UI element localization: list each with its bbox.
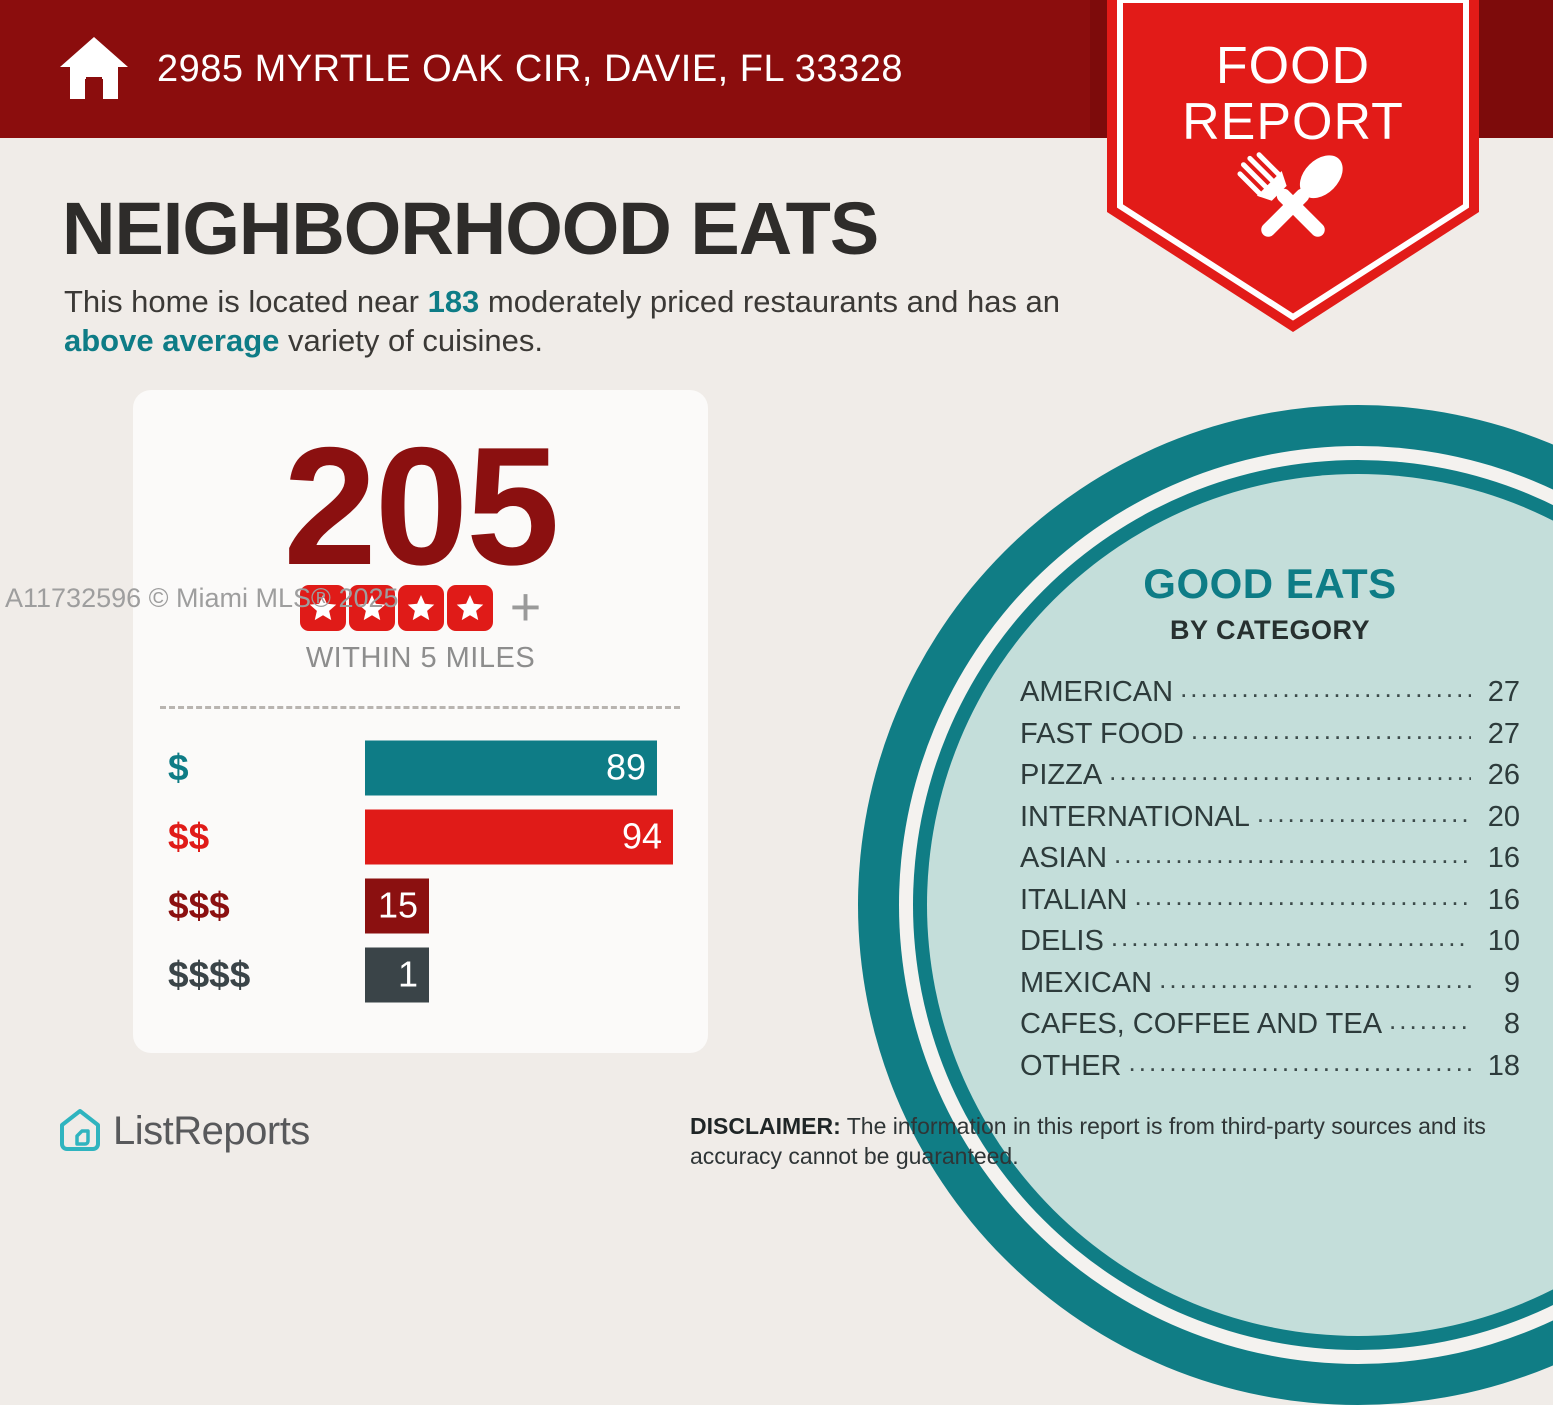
good-eats-item-name: AMERICAN (1020, 676, 1174, 708)
dot-leader: ........................................… (1159, 963, 1471, 994)
plus-icon: + (509, 577, 542, 638)
home-icon (60, 37, 128, 99)
subtitle-restaurant-count: 183 (427, 284, 480, 319)
listreports-logo: ListReports (58, 1108, 310, 1154)
food-report-badge: FOOD REPORT (1107, 0, 1479, 332)
dot-leader: ........................................… (1114, 839, 1471, 869)
dot-leader: ........................................… (1389, 1005, 1471, 1035)
badge-line-report: REPORT (1182, 93, 1404, 151)
dot-leader: ........................................… (1180, 673, 1471, 703)
restaurant-stats-card: 205 + WITHIN 5 MILES $ 89 $$ 94 (133, 390, 708, 1053)
good-eats-subtitle: BY CATEGORY (1169, 615, 1371, 645)
bar-row: $ 89 (133, 733, 708, 802)
good-eats-item-count: 20 (1487, 800, 1520, 833)
good-eats-list: AMERICAN................................… (1020, 673, 1520, 1092)
good-eats-item-name: MEXICAN (1020, 966, 1153, 999)
bar-track: 94 (365, 809, 673, 864)
good-eats-item-name: INTERNATIONAL (1020, 800, 1250, 833)
good-eats-item-count: 26 (1487, 759, 1520, 791)
good-eats-item: FAST FOOD...............................… (1020, 714, 1520, 760)
good-eats-item-name: ASIAN (1020, 842, 1108, 874)
bar-row: $$ 94 (133, 802, 708, 871)
bar-fill: 15 (365, 878, 429, 933)
page-subtitle: This home is located near 183 moderately… (64, 283, 1094, 361)
good-eats-item-name: PIZZA (1020, 759, 1103, 791)
property-address: 2985 MYRTLE OAK CIR, DAVIE, FL 33328 (157, 48, 903, 90)
disclaimer: DISCLAIMER: The information in this repo… (690, 1112, 1490, 1172)
badge-line-food: FOOD (1215, 37, 1371, 95)
subtitle-part2: moderately priced restaurants and has an (479, 284, 1061, 319)
listreports-name: ListReports (113, 1108, 310, 1153)
good-eats-item: MEXICAN.................................… (1020, 963, 1520, 1009)
dot-leader: ........................................… (1190, 714, 1471, 745)
good-eats-item-count: 18 (1487, 1049, 1520, 1082)
bar-label: $$$ (168, 884, 230, 926)
radius-label: WITHIN 5 MILES (305, 642, 536, 674)
bar-label: $$ (168, 815, 210, 857)
price-range-bar-chart: $ 89 $$ 94 $$$ 15 $$$$ 1 (133, 733, 708, 1009)
good-eats-item-count: 27 (1487, 717, 1520, 750)
mls-watermark: A11732596 © Miami MLS® 2025 (5, 583, 399, 613)
subtitle-variety-rating: above average (64, 322, 280, 358)
subtitle-part1: This home is located near (64, 284, 428, 319)
good-eats-item-name: DELIS (1020, 925, 1104, 957)
bar-track: 1 (365, 947, 429, 1002)
restaurant-count-total: 205 (283, 412, 559, 600)
good-eats-item: ASIAN...................................… (1020, 839, 1520, 884)
star-rating: + (133, 577, 708, 638)
dot-leader: ........................................… (1128, 1046, 1472, 1077)
good-eats-item-count: 8 (1503, 1008, 1520, 1040)
page-title: NEIGHBORHOOD EATS (62, 187, 879, 270)
bar-track: 89 (365, 740, 657, 795)
good-eats-item: OTHER...................................… (1020, 1046, 1520, 1092)
good-eats-item: AMERICAN................................… (1020, 673, 1520, 718)
dot-leader: ........................................… (1109, 756, 1471, 786)
good-eats-item-name: CAFES, COFFEE AND TEA (1020, 1008, 1383, 1040)
good-eats-item: INTERNATIONAL...........................… (1020, 797, 1520, 843)
bar-label: $ (168, 746, 189, 788)
dot-leader: ........................................… (1256, 797, 1471, 828)
good-eats-item: CAFES, COFFEE AND TEA...................… (1020, 1005, 1520, 1050)
good-eats-item-count: 16 (1487, 883, 1520, 916)
bar-fill: 1 (365, 947, 429, 1002)
good-eats-item-name: OTHER (1020, 1049, 1122, 1082)
dot-leader: ........................................… (1134, 880, 1471, 911)
bar-row: $$$$ 1 (133, 940, 708, 1009)
bar-track: 15 (365, 878, 429, 933)
star-icon (348, 585, 395, 631)
bar-fill: 94 (365, 809, 673, 864)
good-eats-item: PIZZA...................................… (1020, 756, 1520, 801)
star-icon (446, 585, 493, 631)
subtitle-part3: variety of cuisines. (279, 322, 544, 358)
good-eats-item: DELIS...................................… (1020, 922, 1520, 967)
disclaimer-label: DISCLAIMER: (690, 1113, 841, 1139)
bar-row: $$$ 15 (133, 871, 708, 940)
star-icon (397, 585, 444, 631)
good-eats-item-name: ITALIAN (1020, 883, 1128, 916)
good-eats-item-count: 10 (1487, 925, 1520, 957)
good-eats-item: ITALIAN.................................… (1020, 880, 1520, 926)
bar-label: $$$$ (168, 953, 251, 995)
good-eats-item-count: 9 (1503, 966, 1520, 999)
good-eats-item-count: 16 (1487, 842, 1520, 874)
dot-leader: ........................................… (1110, 922, 1471, 952)
good-eats-item-count: 27 (1487, 676, 1520, 708)
good-eats-panel: GOOD EATS BY CATEGORY AMERICAN..........… (1020, 563, 1520, 1091)
card-divider (160, 706, 680, 709)
bar-fill: 89 (365, 740, 657, 795)
spoon-fork-icon (1237, 152, 1343, 237)
star-icon (299, 585, 346, 631)
listreports-house-tag-icon (60, 1109, 100, 1151)
good-eats-item-name: FAST FOOD (1020, 717, 1184, 750)
good-eats-title: GOOD EATS (1143, 560, 1397, 607)
